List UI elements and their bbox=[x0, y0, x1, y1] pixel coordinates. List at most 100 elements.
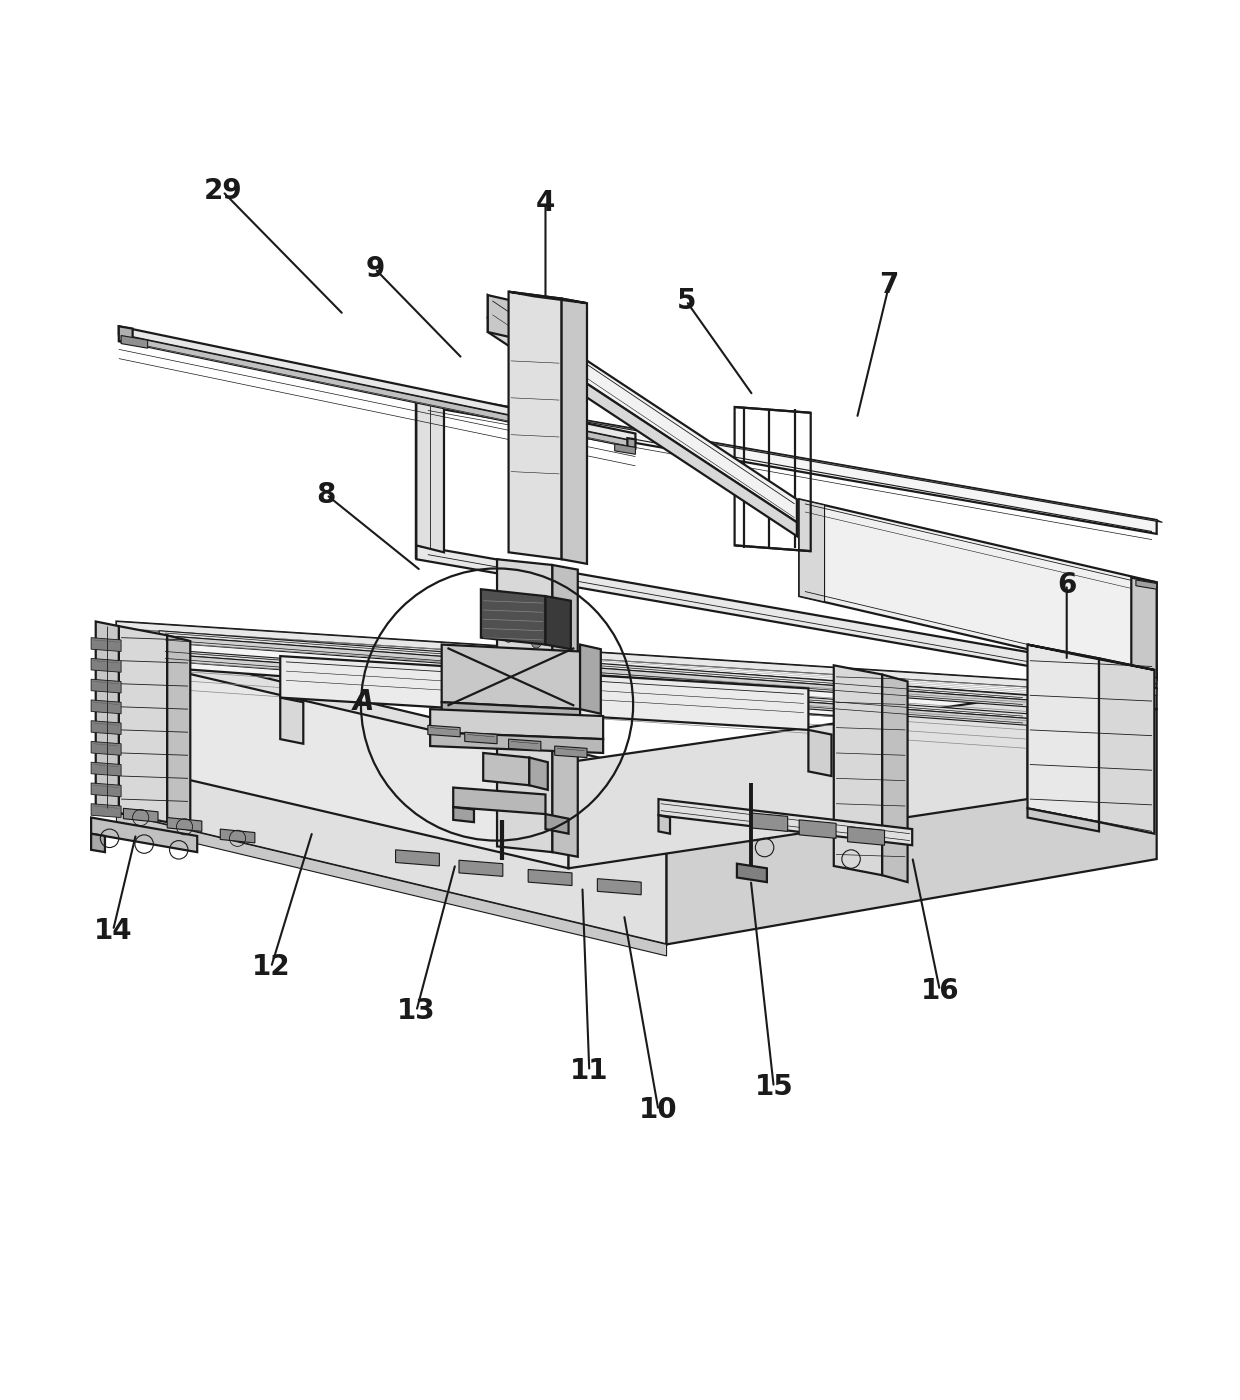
Polygon shape bbox=[554, 746, 587, 757]
Polygon shape bbox=[487, 295, 797, 522]
Circle shape bbox=[532, 606, 541, 616]
Polygon shape bbox=[167, 818, 202, 832]
Polygon shape bbox=[221, 829, 255, 843]
Polygon shape bbox=[117, 643, 667, 945]
Polygon shape bbox=[627, 438, 635, 448]
Polygon shape bbox=[430, 732, 603, 753]
Polygon shape bbox=[487, 318, 797, 536]
Polygon shape bbox=[122, 336, 148, 349]
Polygon shape bbox=[546, 596, 570, 650]
Polygon shape bbox=[280, 657, 808, 729]
Circle shape bbox=[503, 794, 513, 804]
Polygon shape bbox=[454, 788, 546, 813]
Polygon shape bbox=[417, 391, 1157, 533]
Polygon shape bbox=[598, 879, 641, 895]
Polygon shape bbox=[91, 742, 122, 755]
Polygon shape bbox=[569, 696, 1028, 868]
Polygon shape bbox=[808, 729, 832, 776]
Text: 4: 4 bbox=[536, 189, 556, 217]
Text: 7: 7 bbox=[879, 270, 899, 298]
Polygon shape bbox=[417, 391, 444, 553]
Polygon shape bbox=[280, 697, 304, 743]
Text: 29: 29 bbox=[203, 178, 242, 206]
Polygon shape bbox=[441, 644, 580, 710]
Text: 10: 10 bbox=[639, 1096, 678, 1124]
Polygon shape bbox=[615, 444, 635, 454]
Polygon shape bbox=[529, 757, 548, 790]
Circle shape bbox=[503, 729, 513, 739]
Circle shape bbox=[503, 665, 513, 675]
Circle shape bbox=[503, 762, 513, 771]
Polygon shape bbox=[800, 500, 1157, 679]
Polygon shape bbox=[124, 808, 157, 822]
Polygon shape bbox=[667, 710, 1157, 945]
Circle shape bbox=[532, 703, 541, 713]
Polygon shape bbox=[454, 808, 474, 822]
Polygon shape bbox=[159, 654, 1028, 725]
Polygon shape bbox=[508, 291, 562, 559]
Circle shape bbox=[518, 601, 527, 610]
Polygon shape bbox=[497, 559, 552, 853]
Text: 5: 5 bbox=[676, 287, 696, 315]
Polygon shape bbox=[117, 813, 667, 956]
Circle shape bbox=[532, 769, 541, 777]
Polygon shape bbox=[658, 799, 913, 846]
Polygon shape bbox=[162, 668, 569, 868]
Polygon shape bbox=[800, 500, 825, 602]
Polygon shape bbox=[508, 739, 541, 750]
Polygon shape bbox=[417, 391, 1162, 522]
Text: 14: 14 bbox=[94, 917, 133, 945]
Text: 11: 11 bbox=[570, 1057, 609, 1085]
Polygon shape bbox=[417, 546, 1157, 689]
Polygon shape bbox=[1028, 644, 1099, 822]
Polygon shape bbox=[91, 783, 122, 797]
Polygon shape bbox=[91, 833, 105, 853]
Circle shape bbox=[518, 697, 527, 707]
Polygon shape bbox=[396, 850, 439, 867]
Circle shape bbox=[503, 697, 513, 707]
Circle shape bbox=[532, 671, 541, 680]
Polygon shape bbox=[848, 827, 884, 846]
Polygon shape bbox=[481, 589, 546, 644]
Polygon shape bbox=[800, 820, 836, 839]
Text: 9: 9 bbox=[365, 255, 384, 283]
Polygon shape bbox=[1028, 644, 1154, 671]
Text: 16: 16 bbox=[920, 977, 960, 1005]
Polygon shape bbox=[91, 721, 122, 735]
Circle shape bbox=[518, 762, 527, 771]
Polygon shape bbox=[91, 818, 197, 853]
Polygon shape bbox=[167, 636, 190, 827]
Polygon shape bbox=[159, 636, 1028, 707]
Polygon shape bbox=[1028, 808, 1099, 832]
Polygon shape bbox=[487, 295, 513, 337]
Polygon shape bbox=[546, 813, 569, 833]
Polygon shape bbox=[119, 626, 167, 822]
Text: 13: 13 bbox=[397, 997, 435, 1025]
Polygon shape bbox=[737, 864, 766, 882]
Polygon shape bbox=[91, 700, 122, 714]
Polygon shape bbox=[117, 622, 1157, 710]
Polygon shape bbox=[465, 732, 497, 743]
Polygon shape bbox=[162, 633, 1028, 729]
Polygon shape bbox=[459, 860, 502, 876]
Polygon shape bbox=[528, 869, 572, 886]
Polygon shape bbox=[159, 631, 1028, 700]
Polygon shape bbox=[91, 637, 122, 651]
Polygon shape bbox=[117, 622, 1157, 696]
Text: 15: 15 bbox=[754, 1074, 794, 1102]
Polygon shape bbox=[119, 335, 635, 448]
Polygon shape bbox=[658, 815, 670, 833]
Circle shape bbox=[532, 638, 541, 648]
Polygon shape bbox=[1131, 578, 1157, 679]
Polygon shape bbox=[833, 665, 882, 875]
Polygon shape bbox=[1136, 675, 1157, 683]
Polygon shape bbox=[441, 703, 580, 721]
Text: 6: 6 bbox=[1056, 571, 1076, 599]
Polygon shape bbox=[484, 753, 529, 785]
Polygon shape bbox=[91, 679, 122, 693]
Polygon shape bbox=[119, 326, 635, 441]
Polygon shape bbox=[1099, 658, 1154, 833]
Circle shape bbox=[518, 794, 527, 804]
Circle shape bbox=[532, 801, 541, 809]
Circle shape bbox=[518, 665, 527, 675]
